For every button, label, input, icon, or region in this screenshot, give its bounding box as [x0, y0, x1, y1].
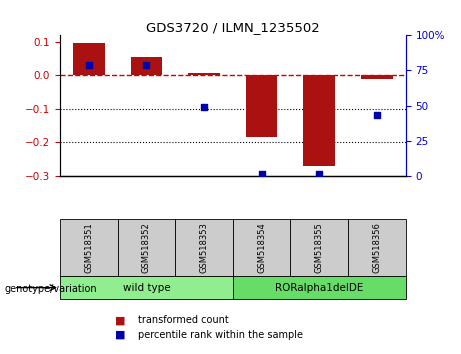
Text: GSM518353: GSM518353 [200, 222, 208, 273]
Text: wild type: wild type [123, 282, 170, 293]
Text: percentile rank within the sample: percentile rank within the sample [138, 330, 303, 339]
Text: GSM518351: GSM518351 [84, 222, 93, 273]
Bar [233, 276, 406, 299]
Bar [303, 75, 335, 166]
Bar [175, 219, 233, 276]
Bar [246, 75, 278, 137]
Point [85, 62, 92, 68]
Text: transformed count: transformed count [138, 315, 229, 325]
Text: GSM518352: GSM518352 [142, 222, 151, 273]
Bar [73, 43, 105, 75]
Text: GSM518356: GSM518356 [372, 222, 381, 273]
Point [315, 171, 323, 177]
Bar [60, 276, 233, 299]
Text: GSM518354: GSM518354 [257, 222, 266, 273]
Bar [60, 219, 118, 276]
Bar [188, 73, 220, 75]
Text: GSM518355: GSM518355 [315, 222, 324, 273]
Point [142, 62, 150, 68]
Bar [130, 57, 162, 75]
Point [373, 113, 381, 118]
Bar [290, 219, 348, 276]
Text: RORalpha1delDE: RORalpha1delDE [275, 282, 363, 293]
Bar [118, 219, 175, 276]
Bar [361, 75, 393, 79]
Title: GDS3720 / ILMN_1235502: GDS3720 / ILMN_1235502 [146, 21, 319, 34]
Point [258, 171, 266, 177]
Text: ■: ■ [115, 315, 126, 325]
Bar [233, 219, 290, 276]
Text: ■: ■ [115, 330, 126, 339]
Text: genotype/variation: genotype/variation [5, 284, 97, 293]
Point [200, 104, 207, 110]
Bar [348, 219, 406, 276]
